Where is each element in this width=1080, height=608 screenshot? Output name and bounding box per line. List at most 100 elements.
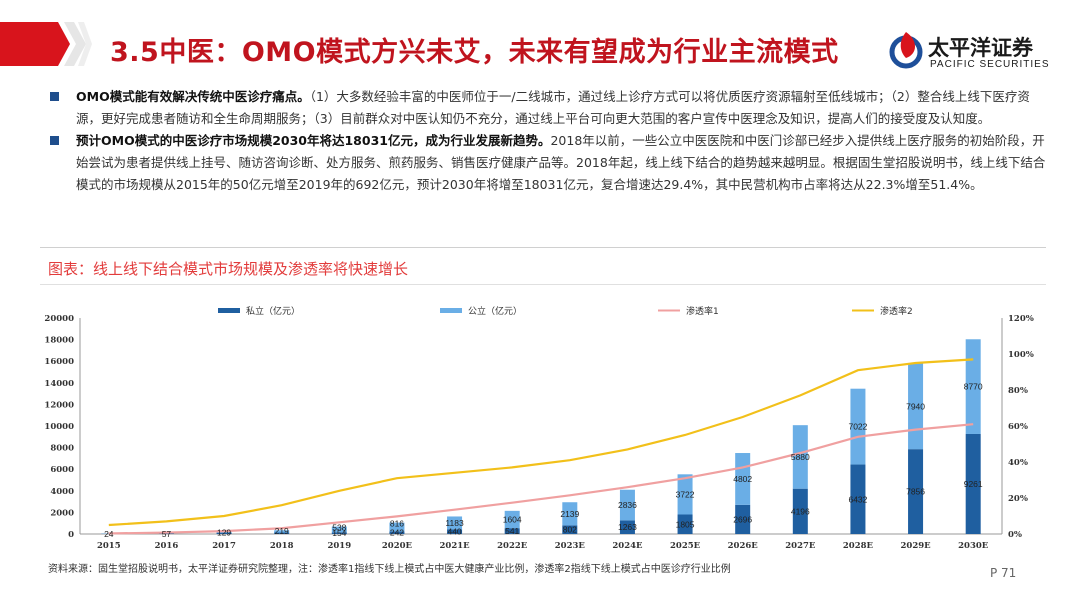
y-left-tick-label: 10000 — [44, 422, 74, 432]
x-tick-label: 2022E — [497, 541, 528, 551]
bar-public — [908, 363, 924, 450]
y-right-tick-label: 120% — [1008, 314, 1034, 324]
data-label-private: 541 — [505, 526, 519, 536]
company-logo: 太平洋证券 PACIFIC SECURITIES — [888, 30, 1058, 74]
y-left-tick-label: 14000 — [44, 379, 74, 389]
x-tick-label: 2015 — [97, 541, 121, 551]
data-label-private: 1263 — [618, 522, 637, 532]
legend-label: 公立（亿元） — [468, 305, 522, 317]
legend-swatch — [440, 308, 462, 313]
data-label-public: 7022 — [848, 422, 867, 432]
bar-public — [619, 489, 635, 521]
x-tick-label: 2024E — [612, 541, 643, 551]
y-left-tick-label: 2000 — [50, 508, 74, 518]
bullet-text: 2018年以前，一些公立中医医院和中医门诊部已经步入提供线上医疗服务的初始阶段，… — [76, 133, 1046, 192]
x-tick-label: 2020E — [382, 541, 413, 551]
divider — [40, 284, 1046, 285]
x-tick-label: 2028E — [843, 541, 874, 551]
legend-label: 渗透率2 — [880, 305, 913, 317]
data-label-private: 4196 — [791, 506, 810, 516]
bar-private — [792, 488, 808, 534]
x-tick-label: 2030E — [958, 541, 989, 551]
x-tick-label: 2017 — [212, 541, 236, 551]
bar-private — [850, 464, 866, 534]
data-label-public: 538 — [332, 523, 346, 533]
data-label-private: 1805 — [676, 519, 695, 529]
x-tick-label: 2019 — [327, 541, 351, 551]
line-series-2 — [108, 358, 974, 527]
data-label-public: 5880 — [791, 452, 810, 462]
bullet-square-icon — [50, 136, 59, 145]
data-label-public: 129 — [217, 527, 231, 537]
page-number: P 71 — [990, 566, 1017, 580]
header-red-chevron — [0, 22, 92, 66]
bar-public — [504, 510, 520, 529]
page-title: 3.5中医：OMO模式方兴未艾，未来有望成为行业主流模式 — [110, 37, 839, 68]
data-label-public: 3722 — [676, 489, 695, 499]
y-left-tick-label: 20000 — [44, 314, 74, 324]
market-size-chart: 0 2000 4000 6000 8000 10000 12000 14000 16000 180… — [44, 305, 1034, 551]
bar-private — [447, 529, 463, 534]
data-label-public: 2139 — [560, 509, 579, 519]
bar-private — [331, 532, 347, 534]
bar-public — [850, 388, 866, 465]
x-tick-label: 2027E — [785, 541, 816, 551]
y-right-tick-label: 60% — [1008, 422, 1028, 432]
data-label-private: 154 — [332, 528, 346, 538]
data-label-public: 816 — [390, 519, 404, 529]
y-left-tick-label: 6000 — [50, 465, 74, 475]
bullet-list: OMO模式能有效解决传统中医诊疗痛点。（1）大多数经验丰富的中医师位于一/二线城… — [48, 86, 1048, 196]
data-label-public: 4802 — [733, 474, 752, 484]
bar-private — [562, 525, 578, 534]
x-tick-label: 2029E — [900, 541, 931, 551]
figure-title: 图表：线上线下结合模式市场规模及渗透率将快速增长 — [48, 260, 409, 278]
bar-private — [619, 520, 635, 534]
y-left-tick-label: 0 — [68, 530, 74, 540]
y-right-tick-label: 100% — [1008, 350, 1034, 360]
source-note: 资料来源：固生堂招股说明书，太平洋证券研究院整理，注：渗透率1指线下线上模式占中… — [48, 564, 731, 575]
x-tick-label: 2016 — [155, 541, 179, 551]
data-label-private: 2696 — [733, 514, 752, 524]
bullet-heading: 预计OMO模式的中医诊疗市场规模2030年将达18031亿元，成为行业发展新趋势… — [76, 133, 551, 148]
bar-public — [274, 530, 290, 533]
bullet-heading: OMO模式能有效解决传统中医诊疗痛点。 — [76, 89, 310, 104]
logo-chinese-name: 太平洋证券 — [928, 36, 1033, 60]
x-tick-label: 2023E — [555, 541, 586, 551]
bar-private — [158, 533, 174, 534]
bullet-item: OMO模式能有效解决传统中医诊疗痛点。（1）大多数经验丰富的中医师位于一/二线城… — [48, 86, 1048, 130]
bar-public — [792, 425, 808, 489]
data-label-public: 7940 — [906, 401, 925, 411]
bar-public — [447, 516, 463, 530]
data-label-private: 24 — [104, 529, 114, 539]
bar-public — [331, 526, 347, 533]
data-label-private: 9261 — [964, 479, 983, 489]
pacific-securities-logo-icon — [889, 32, 923, 69]
bar-public — [677, 474, 693, 515]
bar-private — [274, 532, 290, 534]
bullet-item: 预计OMO模式的中医诊疗市场规模2030年将达18031亿元，成为行业发展新趋势… — [48, 130, 1048, 196]
x-tick-label: 2026E — [728, 541, 759, 551]
divider — [40, 247, 1046, 248]
y-right-tick-label: 0% — [1008, 530, 1022, 540]
bar-private — [735, 504, 751, 534]
data-label-private: 440 — [447, 527, 461, 537]
x-tick-label: 2018 — [270, 541, 294, 551]
y-left-tick-label: 18000 — [44, 336, 74, 346]
data-label-public: 57 — [162, 529, 172, 539]
data-label-private: 802 — [563, 525, 577, 535]
bullet-square-icon — [50, 92, 59, 101]
bar-private — [389, 531, 405, 534]
legend-label: 渗透率1 — [686, 305, 719, 317]
bar-public — [562, 502, 578, 526]
y-right-tick-label: 40% — [1008, 458, 1028, 468]
legend-swatch — [218, 308, 240, 313]
logo-english-name: PACIFIC SECURITIES — [930, 59, 1050, 70]
data-label-public: 1183 — [445, 518, 464, 528]
bar-private — [908, 449, 924, 534]
data-label-private: 7856 — [906, 487, 925, 497]
data-label-public: 1604 — [503, 514, 522, 524]
x-tick-label: 2021E — [439, 541, 470, 551]
legend-label: 私立（亿元） — [246, 305, 300, 317]
x-tick-label: 2025E — [670, 541, 701, 551]
data-label-public: 8770 — [964, 382, 983, 392]
